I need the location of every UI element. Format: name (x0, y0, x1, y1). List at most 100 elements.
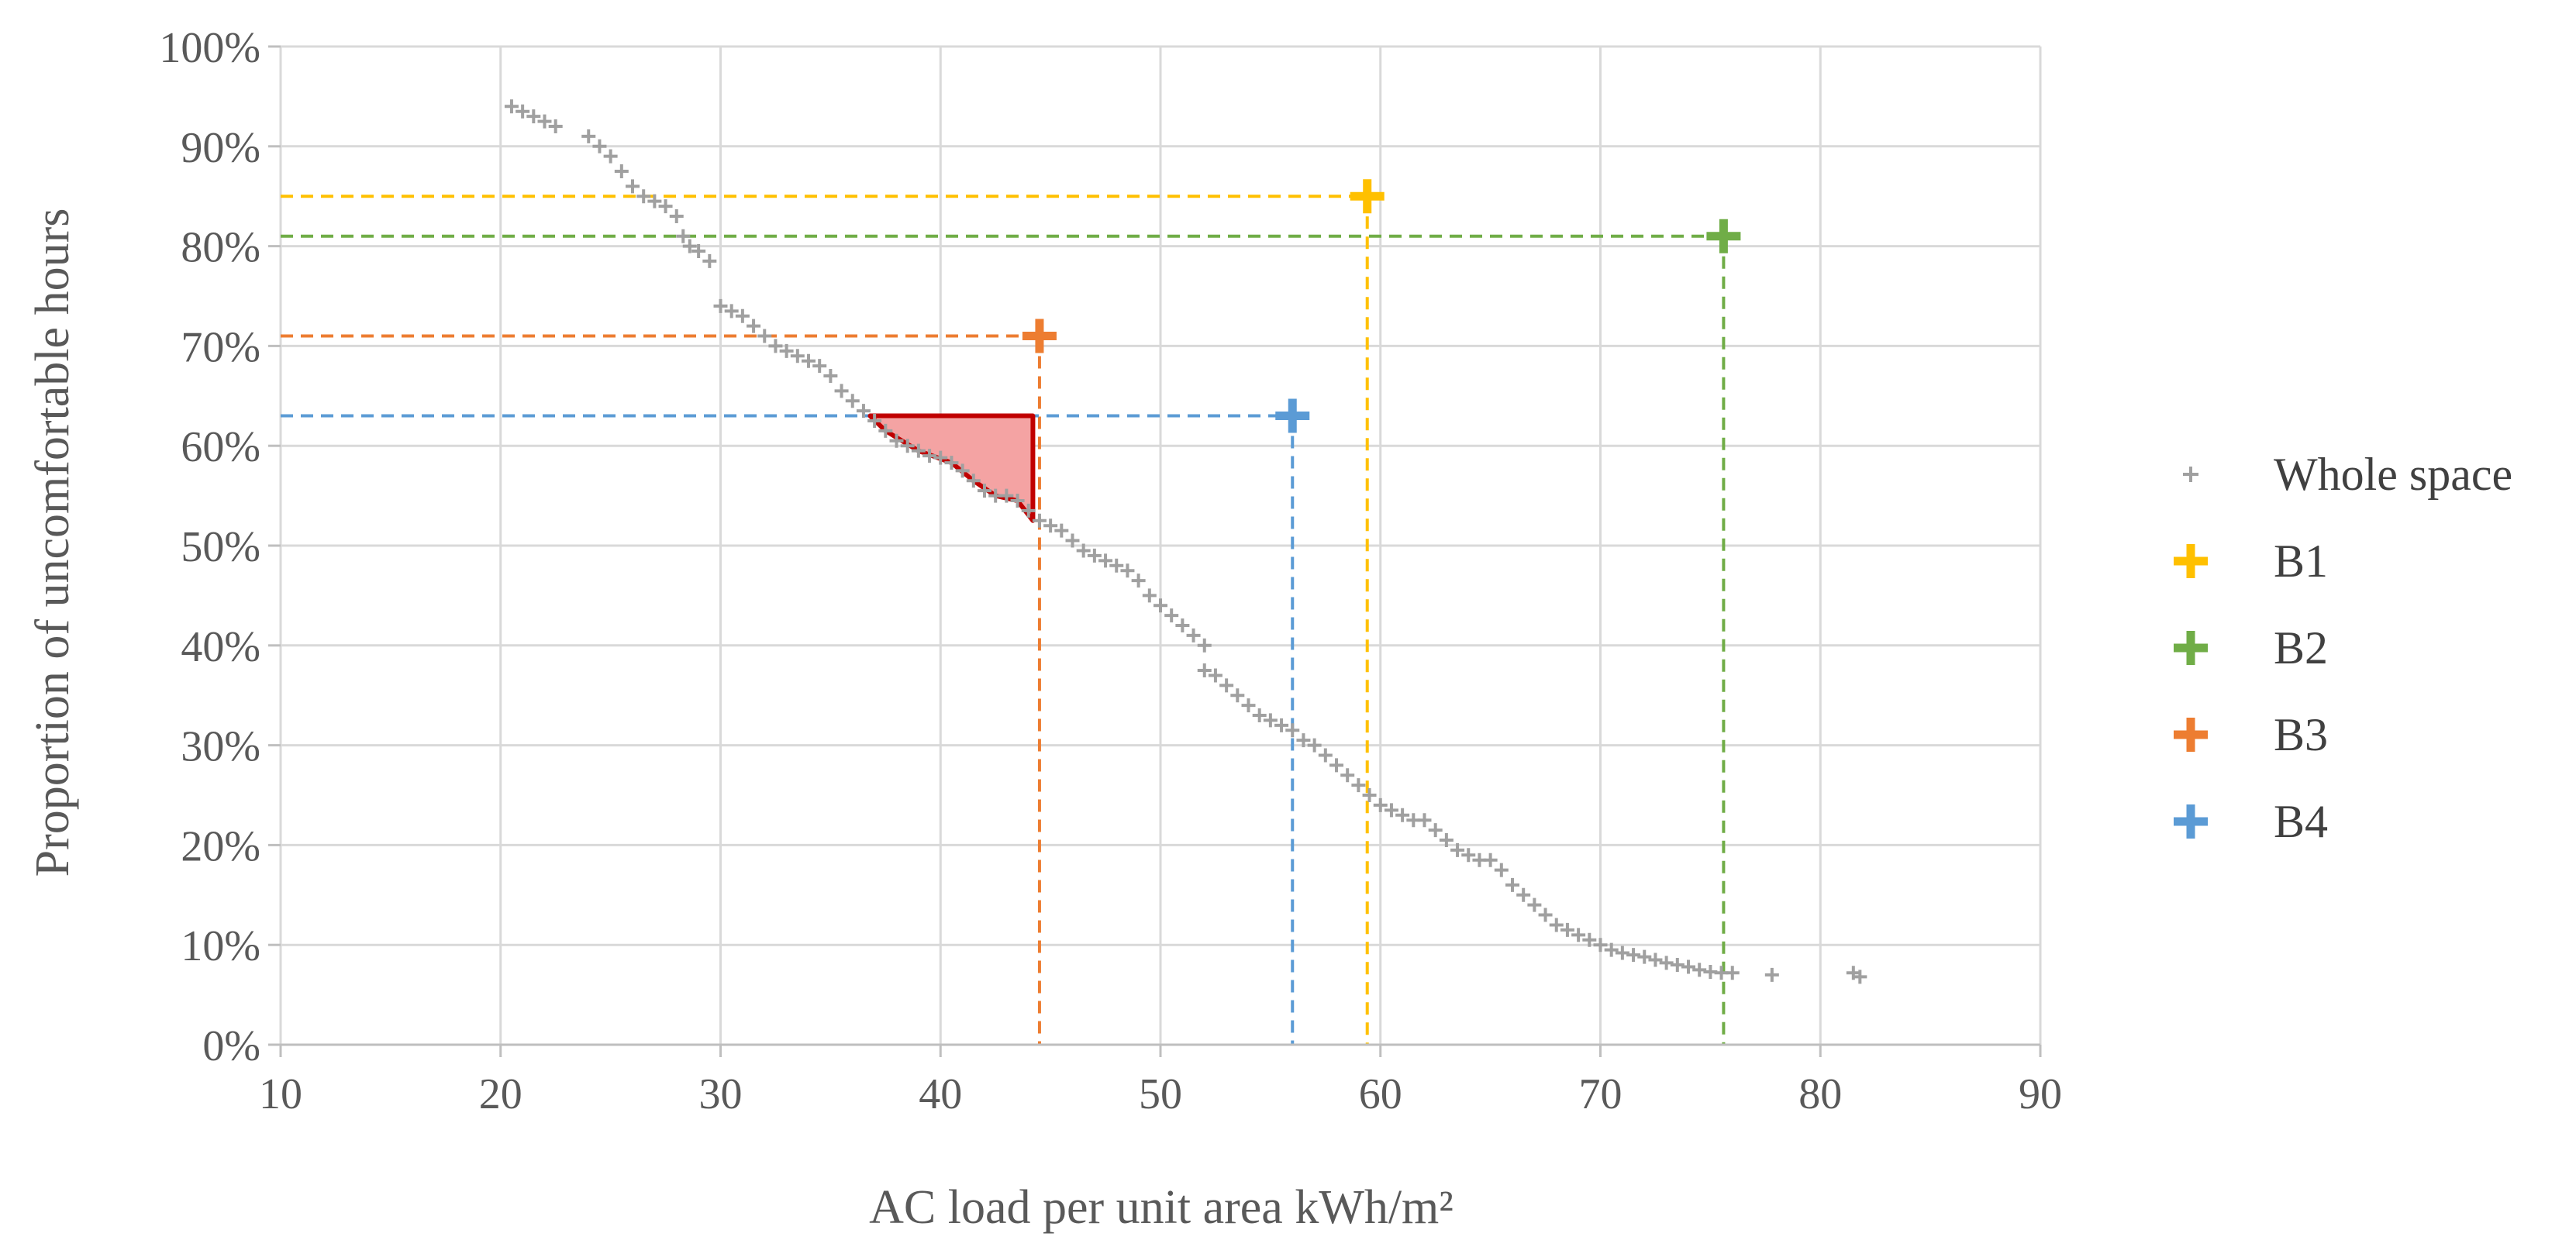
whole-space-point (911, 443, 926, 458)
whole-space-point (658, 199, 673, 214)
y-tick-label: 80% (181, 224, 260, 272)
whole-space-point (682, 239, 697, 253)
legend-label: Whole space (2274, 449, 2512, 500)
whole-space-point (1725, 966, 1740, 980)
whole-space-point (504, 99, 519, 114)
whole-space-point (1670, 957, 1685, 972)
whole-space-point (1076, 543, 1091, 558)
whole-space-point (922, 449, 937, 463)
whole-space-point (1439, 832, 1454, 847)
whole-space-point (1065, 533, 1080, 548)
whole-space-point (900, 439, 915, 453)
whole-space-point (802, 353, 816, 368)
legend-label: B1 (2274, 536, 2328, 587)
whole-space-point (1010, 494, 1025, 508)
whole-space-point (845, 394, 860, 408)
whole-space-point (1021, 503, 1036, 518)
whole-space-point (702, 253, 717, 268)
whole-space-point (1560, 922, 1574, 937)
whole-space-points (504, 99, 1867, 984)
whole-space-point (1197, 663, 1212, 677)
x-tick-label: 40 (919, 1070, 962, 1118)
whole-space-point (647, 194, 662, 208)
whole-space-point (1428, 823, 1443, 838)
whole-space-point (1853, 970, 1867, 984)
whole-space-point (1285, 723, 1300, 738)
building-markers (1022, 179, 1741, 433)
whole-space-point (867, 414, 882, 428)
x-tick-label: 90 (2019, 1070, 2062, 1118)
whole-space-point (812, 359, 827, 374)
marker-b3 (1022, 319, 1057, 353)
whole-space-point (1637, 949, 1652, 964)
whole-space-point (713, 298, 728, 313)
whole-space-point (1593, 938, 1608, 952)
whole-space-point (966, 474, 981, 488)
whole-space-point (1252, 708, 1267, 722)
marker-b4 (1275, 398, 1310, 433)
whole-space-point (516, 104, 530, 119)
whole-space-point (1384, 803, 1398, 818)
whole-space-point (933, 450, 948, 465)
y-tick-label: 60% (181, 423, 260, 471)
x-tick-label: 60 (1359, 1070, 1402, 1118)
whole-space-point (1373, 797, 1388, 812)
legend-whole-space-icon (2183, 467, 2198, 482)
whole-space-point (1154, 598, 1167, 613)
whole-space-point (691, 244, 706, 259)
whole-space-point (581, 129, 596, 143)
whole-space-point (1362, 788, 1377, 802)
whole-space-point (636, 189, 651, 204)
whole-space-point (834, 384, 849, 398)
whole-space-point (1032, 513, 1047, 528)
whole-space-point (1538, 908, 1553, 922)
whole-space-point (999, 488, 1014, 503)
whole-space-point (1120, 563, 1135, 578)
whole-space-point (1164, 608, 1179, 623)
whole-space-point (592, 139, 607, 153)
y-tick-label: 20% (181, 822, 260, 870)
legend-b3-icon (2174, 718, 2208, 752)
whole-space-point (1494, 863, 1509, 877)
y-tick-label: 10% (181, 922, 260, 970)
whole-space-point (1197, 638, 1212, 653)
axes: 10 20 30 40 50 60 70 80 90 0% 10% 20% 30% 40% 50% 60% 70… (159, 24, 2062, 1118)
whole-space-point (878, 423, 893, 438)
whole-space-point (1395, 808, 1410, 822)
whole-space-point (1527, 897, 1542, 912)
whole-space-point (548, 119, 563, 134)
whole-space-point (944, 456, 959, 470)
x-tick-label: 80 (1798, 1070, 1842, 1118)
legend-b2-icon (2174, 631, 2208, 665)
y-tick-label: 0% (202, 1022, 260, 1070)
whole-space-point (1142, 588, 1157, 603)
whole-space-point (790, 349, 805, 363)
whole-space-point (1098, 553, 1113, 568)
whole-space-point (1516, 887, 1531, 902)
legend: Whole space B1 B2 B3 B4 (2174, 449, 2512, 847)
whole-space-point (1692, 963, 1707, 977)
x-tick-label: 20 (479, 1070, 522, 1118)
whole-space-point (526, 109, 541, 124)
whole-space-point (669, 208, 684, 223)
whole-space-point (1461, 848, 1476, 863)
y-tick-label: 90% (181, 124, 260, 172)
y-tick-label: 30% (181, 723, 260, 771)
y-axis-title: Proportion of uncomfortable hours (26, 208, 79, 877)
legend-b1-icon (2174, 544, 2208, 578)
whole-space-point (626, 179, 640, 194)
whole-space-point (537, 114, 552, 129)
whole-space-point (1340, 768, 1355, 783)
whole-space-point (1263, 713, 1278, 728)
whole-space-point (1208, 668, 1222, 683)
x-axis-title: AC load per unit area kWh/m² (869, 1181, 1454, 1234)
marker-b2 (1706, 219, 1741, 253)
whole-space-point (614, 164, 629, 178)
x-tick-label: 70 (1579, 1070, 1623, 1118)
whole-space-point (1274, 718, 1289, 732)
whole-space-point (889, 433, 904, 448)
whole-space-point (757, 329, 772, 343)
whole-space-point (1219, 678, 1234, 693)
whole-space-point (1450, 842, 1465, 857)
